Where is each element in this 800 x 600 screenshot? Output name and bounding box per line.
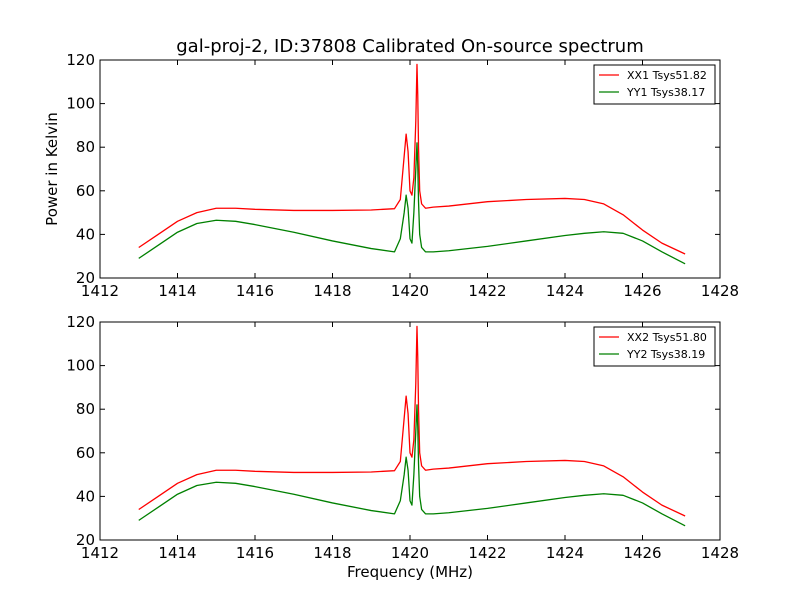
- y-tick-label: 80: [76, 400, 95, 418]
- x-tick-label: 1420: [391, 544, 429, 562]
- x-tick-label: 1416: [236, 282, 274, 300]
- legend: XX2 Tsys51.80 YY2 Tsys38.19: [593, 326, 716, 367]
- series-line-1: [138, 63, 686, 255]
- y-tick-label: 100: [66, 357, 95, 375]
- series-line-1: [138, 325, 686, 517]
- legend-entry-2: YY1 Tsys38.17: [626, 86, 705, 99]
- y-tick-label: 80: [76, 138, 95, 156]
- x-tick-label: 1428: [701, 544, 739, 562]
- y-tick-label: 120: [66, 313, 95, 331]
- legend-box: [593, 64, 716, 105]
- y-tick-label: 20: [76, 269, 95, 287]
- x-tick-label: 1426: [623, 282, 661, 300]
- legend-entry-2: YY2 Tsys38.19: [626, 348, 705, 361]
- x-tick-label: 1428: [701, 282, 739, 300]
- chart-title: gal-proj-2, ID:37808 Calibrated On-sourc…: [176, 36, 643, 57]
- x-tick-label: 1416: [236, 544, 274, 562]
- y-tick-label: 40: [76, 225, 95, 243]
- y-tick-label: 120: [66, 51, 95, 69]
- x-tick-label: 1426: [623, 544, 661, 562]
- y-tick-label: 60: [76, 182, 95, 200]
- y-tick-label: 40: [76, 487, 95, 505]
- legend-box: [593, 326, 716, 367]
- y-tick-label: 20: [76, 531, 95, 549]
- x-tick-label: 1418: [313, 544, 351, 562]
- legend: XX1 Tsys51.82 YY1 Tsys38.17: [593, 64, 716, 105]
- x-tick-label: 1418: [313, 282, 351, 300]
- x-tick-label: 1414: [158, 544, 196, 562]
- x-tick-label: 1412: [81, 282, 119, 300]
- x-tick-label: 1424: [546, 544, 584, 562]
- y-tick-label: 100: [66, 95, 95, 113]
- legend-entry-1: XX2 Tsys51.80: [627, 331, 707, 344]
- series-line-2: [138, 404, 686, 527]
- series-line-2: [138, 142, 686, 265]
- legend-entry-1: XX1 Tsys51.82: [627, 69, 707, 82]
- x-tick-label: 1422: [468, 544, 506, 562]
- plot-panel-2: 1412 1414 1416 1418 1420 1422 1424 1426 1428 20 40…: [66, 313, 739, 581]
- x-axis-label: Frequency (MHz): [347, 563, 473, 581]
- x-tick-label: 1412: [81, 544, 119, 562]
- x-tick-label: 1420: [391, 282, 429, 300]
- y-tick-label: 60: [76, 444, 95, 462]
- x-tick-label: 1414: [158, 282, 196, 300]
- x-tick-label: 1422: [468, 282, 506, 300]
- x-tick-label: 1424: [546, 282, 584, 300]
- y-axis-label: Power in Kelvin: [43, 112, 61, 226]
- plot-panel-1: 1412 1414 1416 1418 1420 1422 1424 1426 1428 20 40…: [43, 36, 739, 300]
